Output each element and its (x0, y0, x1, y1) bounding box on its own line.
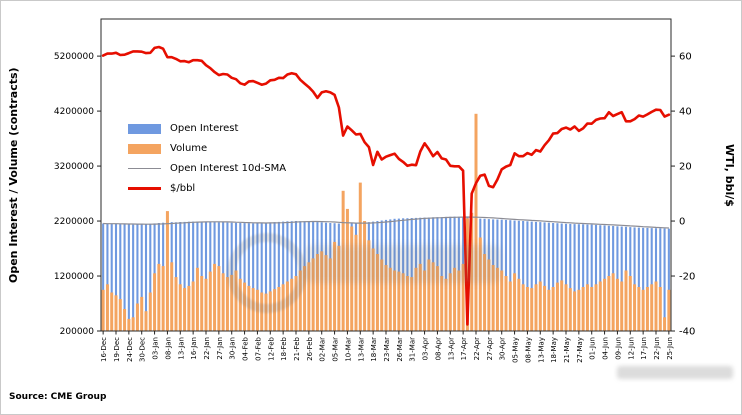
x-tick-label: 21-May (563, 337, 571, 363)
x-tick-label: 22-Jan (203, 337, 211, 360)
left-tick-label: 5200000 (54, 52, 94, 62)
legend: Open Interest Volume Open Interest 10d-S… (128, 122, 286, 202)
x-tick-label: 03-Jan (152, 337, 160, 360)
x-tick-label: 16-Jan (190, 337, 198, 360)
x-tick-label: 18-Feb (280, 336, 288, 360)
x-tick-label: 26-Mar (396, 337, 404, 362)
legend-label: Volume (170, 143, 208, 154)
right-tick-label: 0 (679, 217, 685, 228)
x-tick-label: 17-Jun (640, 337, 648, 360)
x-tick-label: 22-Jun (653, 337, 661, 360)
watermark-text-blur (305, 245, 501, 283)
right-tick-label: 60 (679, 52, 692, 63)
right-tick-label: 20 (679, 162, 692, 173)
legend-label: $/bbl (170, 183, 196, 194)
x-tick-label: 13-Mar (357, 337, 365, 362)
x-tick-label: 08-Apr (434, 337, 442, 361)
left-tick-label: 2200000 (54, 217, 94, 227)
x-tick-label: 21-Feb (293, 336, 301, 360)
x-tick-label: 05-Mar (332, 337, 340, 362)
x-tick-label: 10-Mar (344, 337, 352, 362)
x-tick-label: 02-Mar (319, 337, 327, 362)
x-tick-label: 22-Apr (473, 337, 481, 361)
x-tick-label: 05-May (512, 337, 520, 363)
left-tick-label: 3200000 (54, 162, 94, 172)
left-axis-title: Open Interest / Volume (contracts) (7, 67, 20, 283)
price-line (101, 45, 671, 326)
x-tick-label: 18-May (550, 337, 558, 363)
x-tick-label: 08-Jan (164, 337, 172, 360)
x-tick-label: 12-Jun (627, 337, 635, 360)
open-interest-sma-line (103, 216, 669, 229)
x-tick-label: 12-Feb (267, 336, 275, 360)
legend-item-open-interest-sma: Open Interest 10d-SMA (128, 162, 286, 175)
right-tick-label: -20 (679, 272, 695, 283)
right-axis-title: WTI, bbl/$ (723, 143, 736, 207)
watermark-corner-blur (617, 366, 733, 379)
x-tick-label: 04-Jun (602, 337, 610, 360)
left-tick-label: 4200000 (54, 107, 94, 117)
x-tick-label: 27-Apr (486, 337, 494, 361)
x-tick-label: 07-Feb (254, 336, 262, 360)
legend-label: Open Interest (170, 123, 239, 134)
price-swatch (128, 187, 161, 190)
x-tick-label: 27-May (576, 337, 584, 363)
x-tick-label: 30-Dec (139, 337, 147, 362)
x-tick-label: 30-Apr (499, 337, 507, 361)
left-tick-label: 1200000 (54, 272, 94, 282)
x-tick-label: 19-Dec (113, 337, 121, 362)
volume-swatch (128, 143, 161, 154)
x-tick-label: 30-Jan (229, 337, 237, 360)
x-tick-label: 25-Jun (666, 337, 674, 360)
x-tick-label: 08-May (524, 337, 532, 363)
x-tick-label: 17-Apr (460, 337, 468, 361)
x-tick-label: 13-May (537, 337, 545, 363)
volume-bars (101, 113, 671, 331)
legend-label: Open Interest 10d-SMA (170, 163, 287, 174)
x-tick-label: 03-Apr (422, 337, 430, 361)
source-note: Source: CME Group (9, 392, 107, 402)
x-tick-label: 31-Mar (409, 337, 417, 362)
x-tick-label: 24-Dec (126, 337, 134, 362)
legend-item-price: $/bbl (128, 182, 286, 195)
open-interest-sma-swatch (128, 168, 161, 169)
x-tick-label: 13-Apr (447, 337, 455, 361)
x-tick-label: 16-Dec (100, 337, 108, 362)
watermark-logo-circle (227, 233, 307, 313)
x-tick-label: 27-Jan (216, 337, 224, 360)
x-tick-label: 04-Feb (242, 336, 250, 360)
left-tick-label: 200000 (60, 327, 95, 337)
open-interest-swatch (128, 123, 161, 134)
x-tick-label: 18-Mar (370, 337, 378, 362)
x-tick-label: 23-Mar (383, 337, 391, 362)
right-tick-label: 40 (679, 107, 692, 118)
legend-item-volume: Volume (128, 142, 286, 155)
x-tick-label: 13-Jan (177, 337, 185, 360)
x-tick-label: 26-Feb (306, 336, 314, 360)
x-tick-label: 09-Jun (614, 337, 622, 360)
right-tick-label: -40 (679, 327, 695, 338)
x-tick-label: 01-Jun (589, 337, 597, 360)
legend-item-open-interest: Open Interest (128, 122, 286, 135)
